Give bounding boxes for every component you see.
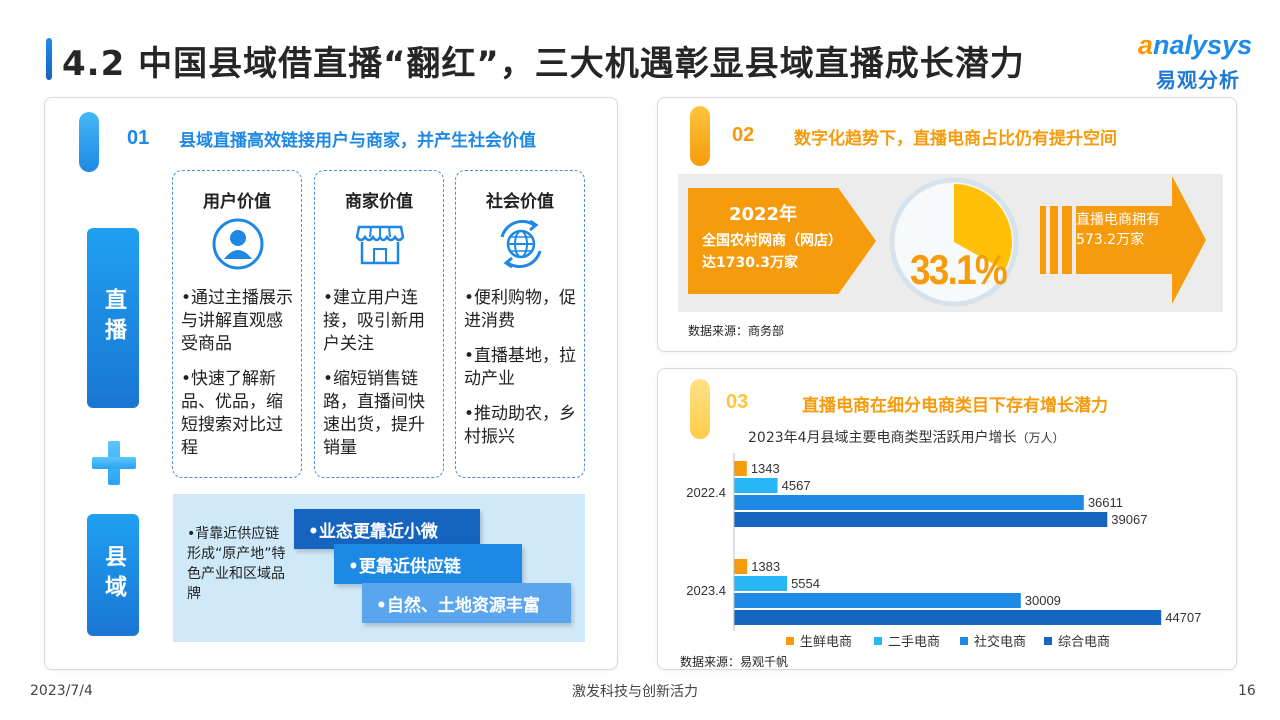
bar-社交电商 [734, 593, 1021, 608]
card-item: •推动助农，乡村振兴 [464, 404, 577, 447]
bar-二手电商 [734, 478, 778, 493]
legend-swatch [786, 636, 794, 645]
section-title: 县域直播高效链接用户与商家，并产生社会价值 [179, 131, 536, 151]
card-title: 商家价值 [345, 192, 413, 212]
label-county-text: 县域 [101, 545, 126, 605]
label-county: 县域 [87, 514, 139, 636]
rural-shops-text: 全国农村网商（网店）达1730.3万家 [702, 233, 842, 271]
data-label: 1383 [751, 559, 780, 574]
title-accent-bar [46, 38, 52, 80]
live-shops-arrow: 直播电商拥有573.2万家 [1036, 176, 1224, 304]
page-title: 4.2 中国县域借直播“翻红”，三大机遇彰显县域直播成长潜力 [62, 44, 1025, 84]
legend-item: 社交电商 [960, 631, 1026, 650]
label-live-text: 直播 [101, 288, 126, 348]
live-shops-text: 直播电商拥有573.2万家 [1076, 212, 1160, 248]
card-user-value: 用户价值 •通过主播展示与讲解直观感受商品 •快速了解新品、优品，缩短搜索对比过… [172, 170, 302, 478]
share-percent: 33.1% [910, 246, 1008, 293]
brand-logo-cn: 易观分析 [1156, 68, 1240, 92]
legend-item: 综合电商 [1044, 631, 1110, 650]
globe-icon [494, 217, 548, 271]
bar-综合电商 [734, 512, 1108, 527]
section-pill [690, 106, 710, 166]
panel-digital-trend: 02 数字化趋势下，直播电商占比仍有提升空间 2022年 全国农村网商（网店）达… [657, 97, 1237, 352]
tag-natural-resources: •自然、土地资源丰富 [362, 583, 571, 623]
data-label: 4567 [782, 478, 811, 493]
card-item: •直播基地，拉动产业 [464, 346, 577, 389]
label-live: 直播 [87, 228, 139, 408]
page-number: 16 [1238, 683, 1256, 699]
section-pill [79, 112, 99, 172]
card-item: •缩短销售链路，直播间快速出货，提升销量 [323, 369, 425, 458]
card-item: •快速了解新品、优品，缩短搜索对比过程 [181, 369, 283, 458]
data-label: 5554 [791, 576, 820, 591]
data-label: 39067 [1111, 512, 1147, 527]
card-title: 用户价值 [203, 192, 271, 212]
user-icon [211, 217, 265, 271]
brand-logo: analysys 易观分析 [1134, 30, 1264, 94]
chart-title: 2023年4月县域主要电商类型活跃用户增长（万人） [748, 430, 1065, 446]
bar-生鲜电商 [734, 461, 747, 476]
share-pie-slice [954, 184, 1012, 271]
tag-supply-chain: •更靠近供应链 [334, 544, 522, 584]
section-number: 03 [726, 391, 749, 413]
bar-综合电商 [734, 610, 1162, 625]
card-merchant-value: 商家价值 •建立用户连接，吸引新用户关注 •缩短销售链路，直播间快速出货，提升销… [314, 170, 444, 478]
section-title: 数字化趋势下，直播电商占比仍有提升空间 [794, 129, 1117, 149]
bar-生鲜电商 [734, 559, 748, 574]
county-text: •背靠近供应链形成“原产地”特色产业和区域品牌 [187, 526, 286, 602]
section-title: 直播电商在细分电商类目下存有增长潜力 [802, 396, 1108, 416]
category-label: 2023.4 [686, 583, 726, 598]
year-label: 2022年 [728, 204, 798, 225]
legend-swatch [960, 636, 968, 645]
tag-small-business: •业态更靠近小微 [294, 509, 480, 549]
store-icon [353, 217, 407, 271]
data-label: 44707 [1165, 610, 1201, 625]
legend-swatch [874, 636, 882, 645]
rural-shops-arrow: 2022年 全国农村网商（网店）达1730.3万家 [688, 188, 876, 294]
category-label: 2022.4 [686, 485, 726, 500]
bar-社交电商 [734, 495, 1084, 510]
section-number: 02 [732, 124, 755, 146]
bar-二手电商 [734, 576, 788, 591]
card-social-value: 社会价值 •便利购物，促进消费 •直播基地，拉动产业 •推动助农，乡村振兴 [455, 170, 585, 478]
card-title: 社会价值 [486, 192, 554, 212]
section-number: 01 [127, 127, 150, 149]
card-item: •建立用户连接，吸引新用户关注 [323, 288, 425, 354]
card-item: •通过主播展示与讲解直观感受商品 [181, 288, 294, 354]
brand-logo-en: analysys [1138, 30, 1253, 60]
source-note: 数据来源：商务部 [688, 324, 785, 338]
footer-date: 2023/7/4 [30, 683, 93, 699]
legend-item: 生鲜电商 [786, 631, 852, 650]
card-item: •便利购物，促进消费 [464, 288, 577, 331]
footer-slogan: 激发科技与创新活力 [572, 684, 698, 700]
data-label: 30009 [1025, 593, 1061, 608]
data-label: 1343 [751, 461, 780, 476]
legend-item: 二手电商 [874, 631, 940, 650]
panel-category-growth: 03 直播电商在细分电商类目下存有增长潜力 2023年4月县域主要电商类型活跃用… [657, 368, 1237, 670]
plus-icon [92, 441, 136, 485]
legend-swatch [1044, 636, 1052, 645]
data-label: 36611 [1088, 495, 1123, 510]
share-pie [888, 176, 1020, 308]
source-note: 数据来源：易观千帆 [680, 655, 789, 669]
section-pill [690, 379, 710, 439]
